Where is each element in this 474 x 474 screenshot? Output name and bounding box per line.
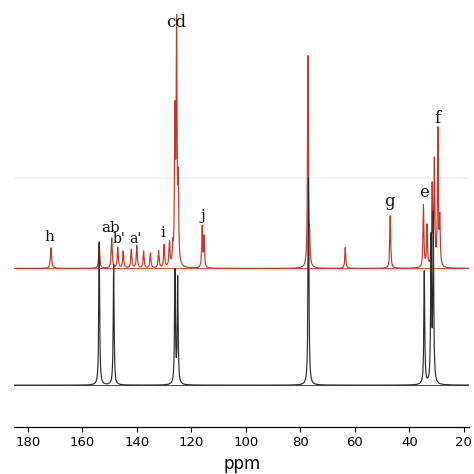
Text: b': b'	[113, 232, 126, 246]
Text: f: f	[434, 110, 440, 127]
Text: j: j	[201, 209, 205, 223]
X-axis label: ppm: ppm	[223, 455, 260, 473]
Text: ab: ab	[101, 220, 120, 235]
Text: i: i	[160, 226, 165, 240]
Text: h: h	[45, 230, 55, 244]
Text: cd: cd	[166, 14, 186, 31]
Text: e: e	[419, 183, 429, 201]
Text: g: g	[384, 193, 395, 210]
Text: a': a'	[129, 232, 142, 246]
